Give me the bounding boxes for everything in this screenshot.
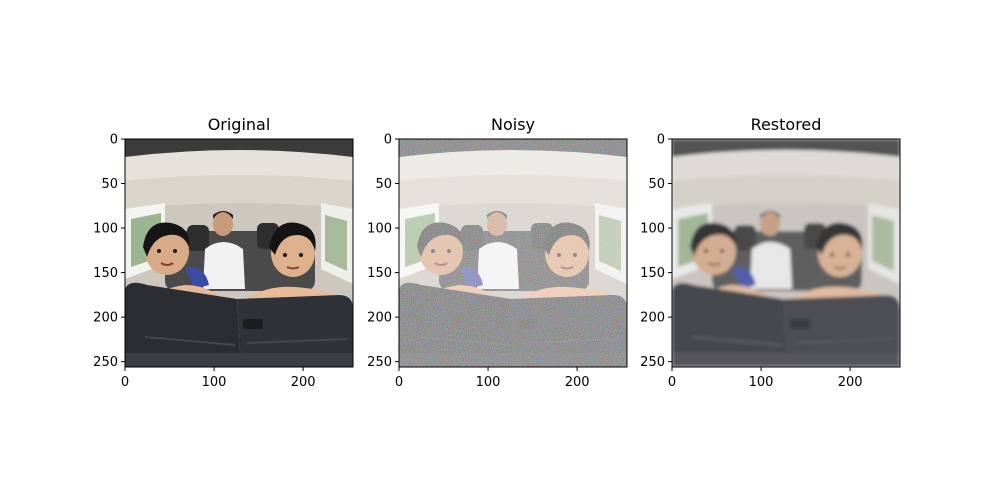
- noisy-x-tick-label: 0: [395, 375, 403, 390]
- restored-y-tick-label: 100: [640, 222, 665, 237]
- original-x-tick-label: 0: [121, 375, 129, 390]
- noisy-y-tick-label: 250: [367, 355, 392, 370]
- original-y-tick-label: 150: [93, 266, 118, 281]
- noisy-y-tick-label: 50: [375, 177, 392, 192]
- original-y-tick-label: 0: [110, 133, 118, 148]
- original-y-tick-label: 100: [93, 222, 118, 237]
- original-axes-frame: [124, 138, 354, 368]
- noisy-x-tick-label: 200: [565, 375, 590, 390]
- restored-x-tick-label: 0: [668, 375, 676, 390]
- noisy-title: Noisy: [491, 115, 535, 134]
- noisy-y-tick-label: 0: [384, 133, 392, 148]
- restored-panel: Restored 0 100 200 0 50 100 150 200 250: [640, 115, 901, 390]
- original-y-tick-label: 50: [101, 177, 118, 192]
- restored-y-tick-label: 200: [640, 311, 665, 326]
- restored-y-tick-label: 250: [640, 355, 665, 370]
- noisy-axes-frame: [398, 138, 628, 368]
- noisy-y-tick-label: 100: [367, 222, 392, 237]
- restored-image: [672, 139, 900, 367]
- restored-x-tick-label: 100: [749, 375, 774, 390]
- noisy-y-tick-label: 150: [367, 266, 392, 281]
- original-y-tick-label: 250: [93, 355, 118, 370]
- original-image: [125, 139, 353, 367]
- original-title: Original: [208, 115, 271, 134]
- original-x-tick-label: 200: [291, 375, 316, 390]
- restored-title: Restored: [751, 115, 822, 134]
- restored-y-tick-label: 50: [648, 177, 665, 192]
- restored-axes-frame: [671, 138, 901, 368]
- noisy-y-tick-label: 200: [367, 311, 392, 326]
- restored-y-tick-label: 0: [657, 133, 665, 148]
- original-y-tick-label: 200: [93, 311, 118, 326]
- noisy-panel: Noisy 0 100 200 0 50 100 150 200 250: [367, 115, 628, 390]
- restored-y-tick-label: 150: [640, 266, 665, 281]
- restored-x-tick-label: 200: [838, 375, 863, 390]
- noisy-x-tick-label: 100: [476, 375, 501, 390]
- original-panel: Original 0 100 200 0 50 100 150 200 250: [93, 115, 354, 390]
- noisy-image: [399, 139, 627, 367]
- original-x-tick-label: 100: [202, 375, 227, 390]
